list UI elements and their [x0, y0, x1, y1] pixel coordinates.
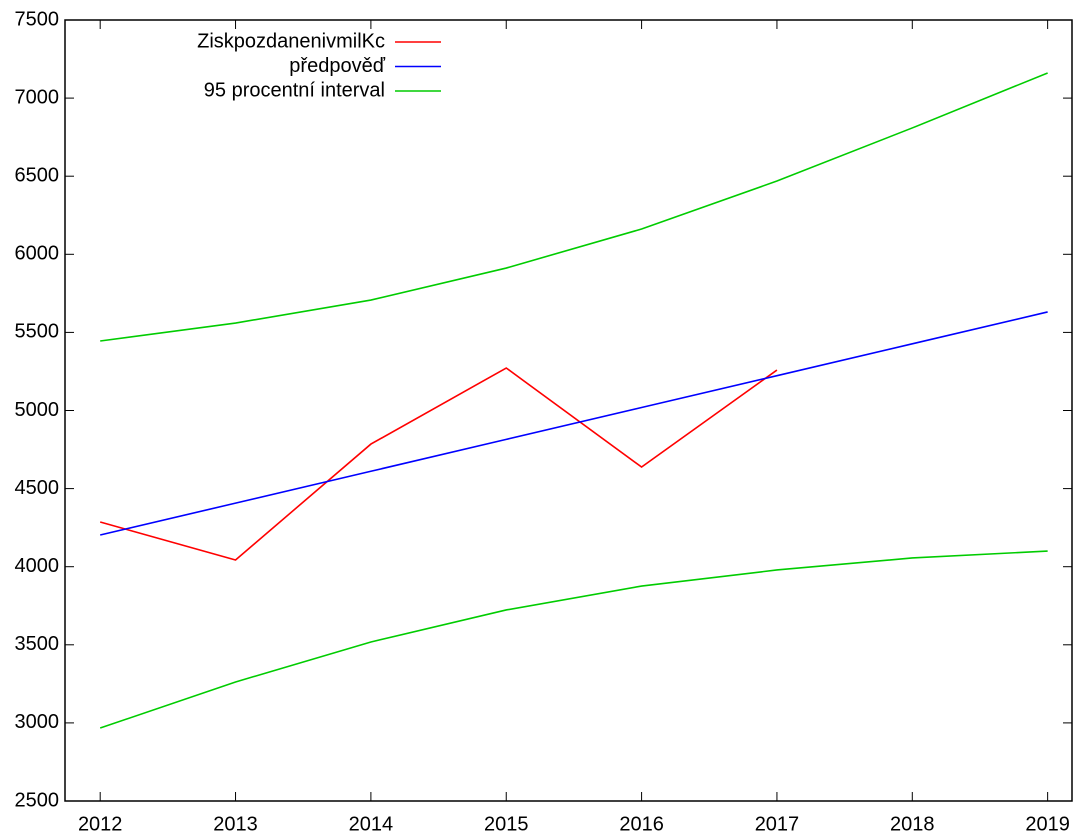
legend-label: 95 procentní interval [204, 79, 385, 101]
legend-label: předpověď [289, 55, 385, 77]
series-line [100, 311, 1048, 536]
x-tick-label: 2017 [755, 813, 800, 835]
y-tick-label: 2500 [15, 789, 60, 811]
x-tick-label: 2014 [349, 813, 394, 835]
y-tick-label: 6000 [15, 243, 60, 265]
x-tick-label: 2018 [890, 813, 935, 835]
y-tick-label: 5000 [15, 399, 60, 421]
plot-frame [64, 19, 1073, 802]
y-tick-label: 6500 [15, 164, 60, 186]
series-line [99, 550, 1048, 729]
y-tick-label: 3500 [15, 633, 60, 655]
legend-label: ZiskpozdanenivmilKc [197, 30, 385, 52]
x-tick-label: 2013 [213, 813, 258, 835]
x-tick-label: 2015 [484, 813, 529, 835]
y-tick-label: 4000 [15, 555, 60, 577]
x-tick-label: 2019 [1025, 813, 1070, 835]
y-tick-label: 7000 [15, 86, 60, 108]
y-tick-label: 3000 [15, 711, 60, 733]
series-line [99, 367, 778, 561]
y-tick-label: 5500 [15, 321, 60, 343]
series-line [100, 72, 1048, 342]
x-tick-label: 2016 [619, 813, 664, 835]
y-tick-label: 4500 [15, 477, 60, 499]
y-tick-label: 7500 [15, 8, 60, 30]
x-tick-label: 2012 [78, 813, 123, 835]
